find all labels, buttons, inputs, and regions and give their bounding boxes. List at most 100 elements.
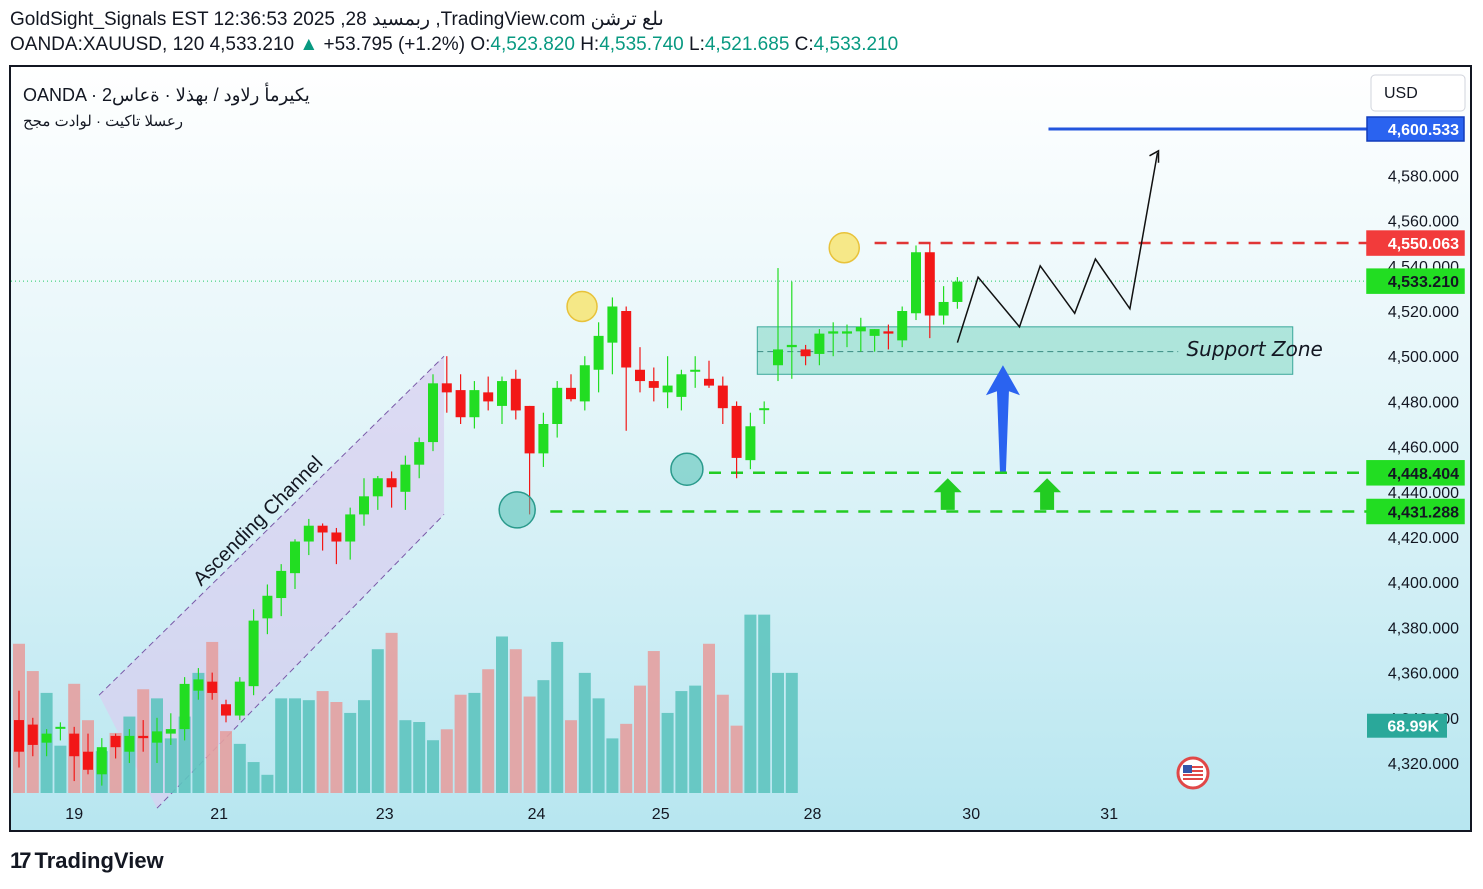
currency-button[interactable]: USD: [1370, 74, 1466, 112]
change-value: +53.795 (+1.2%): [323, 34, 466, 55]
candle-body: [786, 344, 797, 348]
candle-body: [911, 252, 921, 314]
candle[interactable]: [248, 609, 259, 696]
candle[interactable]: [386, 471, 397, 508]
candle[interactable]: [234, 677, 245, 721]
candle[interactable]: [676, 369, 687, 411]
candle[interactable]: [938, 286, 949, 325]
candle[interactable]: [731, 401, 742, 479]
candle-body: [331, 532, 342, 542]
candle[interactable]: [221, 699, 231, 723]
candle-body: [510, 378, 521, 411]
candle[interactable]: [690, 356, 701, 388]
candle-body: [290, 541, 300, 574]
candle[interactable]: [483, 376, 494, 411]
candle[interactable]: [83, 733, 93, 775]
candle[interactable]: [911, 245, 921, 321]
candle[interactable]: [303, 518, 314, 556]
candle[interactable]: [869, 329, 880, 352]
candle[interactable]: [138, 720, 149, 752]
candle[interactable]: [842, 324, 852, 348]
candle[interactable]: [69, 726, 80, 782]
volume-bar: [316, 691, 329, 793]
candle[interactable]: [441, 356, 452, 413]
candle[interactable]: [745, 412, 756, 470]
candle-body: [83, 751, 93, 770]
us-flag-icon[interactable]: [1176, 756, 1210, 790]
candle[interactable]: [607, 297, 618, 375]
candle[interactable]: [428, 374, 438, 452]
candle[interactable]: [897, 306, 908, 348]
resistance-price-tag[interactable]: 4,550.063: [1366, 230, 1465, 256]
candle[interactable]: [331, 527, 342, 565]
candle[interactable]: [814, 329, 825, 366]
chart-frame[interactable]: 4,580.000 4,560.000 4,540.000 4,520.000 4,50…: [9, 65, 1472, 832]
support1-price-tag[interactable]: 4,448.404: [1366, 460, 1465, 486]
candle[interactable]: [566, 374, 576, 402]
candle[interactable]: [345, 507, 356, 560]
candle[interactable]: [400, 455, 411, 510]
candle[interactable]: [96, 738, 107, 786]
candle[interactable]: [828, 322, 839, 357]
candle[interactable]: [469, 381, 480, 429]
volume-bar: [454, 694, 467, 793]
candle[interactable]: [152, 717, 162, 764]
volume-bar: [675, 691, 688, 793]
candle[interactable]: [290, 539, 300, 589]
candle[interactable]: [317, 523, 328, 551]
candle[interactable]: [497, 376, 507, 425]
x-tick-label: 21: [210, 806, 228, 823]
candle[interactable]: [455, 374, 466, 425]
ohlc-bar: OANDA:XAUUSD, 120 4,533.210 ▲ +53.795 (+…: [10, 34, 898, 56]
candle[interactable]: [773, 268, 783, 382]
candle[interactable]: [414, 437, 425, 479]
candle[interactable]: [621, 306, 632, 431]
price-chart[interactable]: 4,580.0004,560.0004,540.0004,520.0004,50…: [11, 67, 1470, 830]
candle[interactable]: [924, 243, 935, 339]
candle[interactable]: [635, 347, 645, 393]
support2-price-tag[interactable]: 4,431.288: [1366, 498, 1465, 525]
candle[interactable]: [855, 317, 866, 352]
candle[interactable]: [55, 722, 66, 741]
candle[interactable]: [759, 401, 770, 425]
candle-body: [593, 335, 604, 370]
candle[interactable]: [110, 733, 121, 759]
candle-body: [138, 735, 149, 739]
candle[interactable]: [276, 564, 287, 617]
candle[interactable]: [800, 344, 811, 366]
candle-body: [842, 331, 852, 334]
candle[interactable]: [510, 369, 521, 420]
candle[interactable]: [952, 277, 963, 309]
candle[interactable]: [593, 322, 604, 393]
candle[interactable]: [579, 356, 590, 411]
candle[interactable]: [704, 360, 714, 388]
volume-bar: [109, 732, 122, 793]
candle-body: [55, 726, 66, 729]
tradingview-logo[interactable]: 17 TradingView: [10, 848, 164, 874]
candle[interactable]: [262, 584, 273, 635]
swing-low-marker-2: [670, 452, 704, 486]
candle[interactable]: [124, 729, 135, 764]
candle[interactable]: [193, 668, 204, 700]
volume-tag-text: 68.99K: [1387, 719, 1439, 736]
candle[interactable]: [179, 677, 190, 741]
candle[interactable]: [538, 412, 549, 467]
volume-bar: [385, 632, 398, 793]
candle[interactable]: [27, 717, 38, 757]
target-price-tag[interactable]: 4,600.533: [1366, 116, 1465, 142]
symbol-label: OANDA:XAUUSD, 120: [10, 34, 205, 55]
candle[interactable]: [786, 281, 797, 379]
volume-tag[interactable]: 68.99K: [1367, 713, 1447, 738]
candle[interactable]: [552, 381, 563, 438]
candle[interactable]: [372, 475, 383, 510]
candle[interactable]: [717, 376, 728, 425]
current-price-tag[interactable]: 4,533.210: [1366, 268, 1465, 294]
candle[interactable]: [207, 672, 218, 700]
candle[interactable]: [14, 690, 24, 768]
candle[interactable]: [662, 356, 673, 409]
candle[interactable]: [41, 729, 52, 757]
candle[interactable]: [359, 478, 369, 526]
candle[interactable]: [648, 367, 659, 402]
candle[interactable]: [165, 713, 176, 745]
candle[interactable]: [883, 324, 894, 350]
